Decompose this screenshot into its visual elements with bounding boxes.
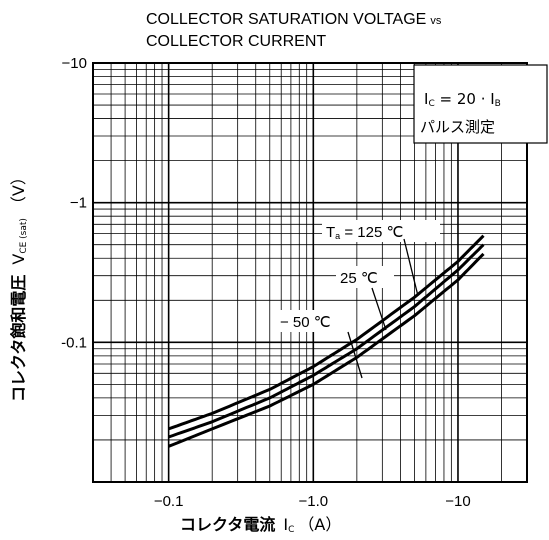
y-axis-label: コレクタ飽和電圧VCE (sat)（V） <box>9 169 29 402</box>
condition-box: IC = 20 · IB パルス測定 <box>413 64 548 144</box>
series-line-125c <box>168 234 485 431</box>
y-tick-label: −10 <box>62 55 87 72</box>
series-label-m50c-bg <box>276 310 356 332</box>
leader-25c <box>371 287 387 331</box>
plot-frame <box>92 62 528 483</box>
series-label-25c-bg <box>336 266 394 288</box>
x-tick-label: −1.0 <box>298 493 328 510</box>
series-label-25c-text: 25 ℃ <box>340 270 378 287</box>
chart-title-line1: COLLECTOR SATURATION VOLTAGE vs <box>146 11 442 28</box>
x-axis-label: コレクタ電流 IC （A） <box>180 515 341 535</box>
series-label-25c: 25 ℃ <box>336 266 394 288</box>
series-line-m50c <box>168 252 485 448</box>
series-label-m50c-text: − 50 ℃ <box>280 314 331 331</box>
series-label-m50c: − 50 ℃ <box>276 310 356 332</box>
leader-125c <box>403 238 419 297</box>
condition-ic-ib: IC = 20 · IB <box>424 90 501 109</box>
series-label-125c: Ta = 125 ℃ <box>322 220 440 242</box>
tick-labels: −0.1 −1.0 −10 −10 −1 -0.1 <box>61 55 471 510</box>
leader-m50c <box>347 331 363 379</box>
condition-pulse: パルス測定 <box>420 118 495 136</box>
series-label-125c-text: Ta = 125 ℃ <box>326 224 403 241</box>
y-tick-label: -0.1 <box>61 334 87 351</box>
x-tick-label: −10 <box>445 493 470 510</box>
series-group <box>168 234 485 448</box>
chart-title-line2: COLLECTOR CURRENT <box>146 33 326 50</box>
y-tick-label: −1 <box>70 195 87 212</box>
x-tick-label: −0.1 <box>154 493 184 510</box>
condition-box-frame <box>413 64 548 144</box>
series-line-25c <box>168 243 485 439</box>
series-label-125c-bg <box>322 220 440 242</box>
